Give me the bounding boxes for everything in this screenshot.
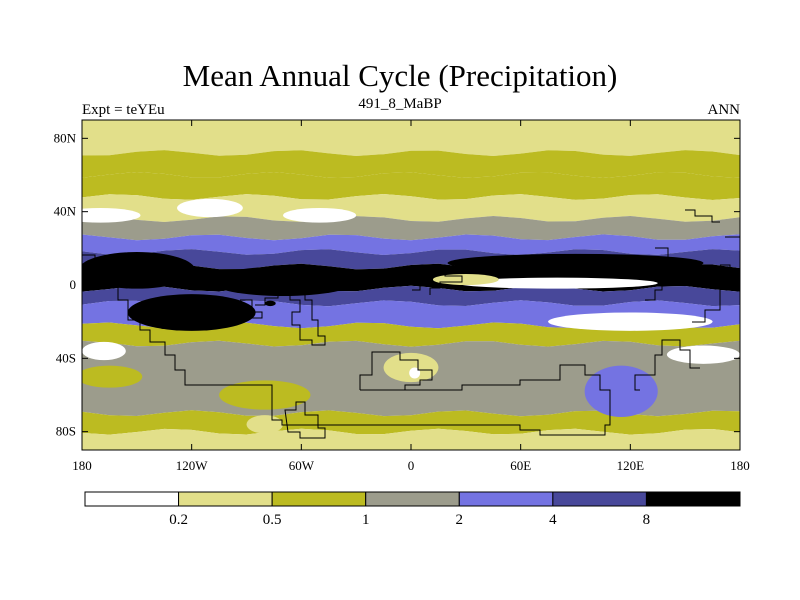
experiment-label: Expt = teYEu	[82, 102, 165, 118]
lon-tick-label: 180	[730, 458, 750, 473]
colorbar-label: 4	[549, 512, 557, 528]
lon-tick-label: 60E	[510, 458, 531, 473]
precip-band	[82, 410, 740, 435]
colorbar-label: 8	[643, 512, 651, 528]
lon-tick-label: 180	[72, 458, 92, 473]
precip-patch	[82, 208, 141, 223]
precip-patch	[177, 198, 243, 218]
colorbar: 0.2 0.5 1 2 4 8	[84, 491, 741, 528]
colorbar-box	[271, 491, 367, 507]
colorbar-box	[178, 491, 273, 507]
precip-patch	[283, 208, 357, 223]
lon-tick-label: 60W	[289, 458, 315, 473]
precip-patch	[383, 352, 439, 383]
precip-patch	[409, 367, 421, 379]
colorbar-box	[458, 491, 554, 507]
precip-patch	[209, 266, 357, 297]
period-label: 491_8_MaBP	[358, 96, 442, 112]
precip-patch	[666, 345, 740, 364]
precip-patch	[584, 365, 658, 418]
colorbar-label: 1	[362, 512, 370, 528]
precip-band	[82, 216, 740, 241]
lon-tick-label: 120W	[176, 458, 209, 473]
precip-band	[82, 194, 740, 222]
lon-tick-label: 120E	[617, 458, 645, 473]
lat-tick-label: 40S	[56, 350, 76, 365]
precip-patch	[219, 380, 311, 410]
colorbar-label: 0.5	[263, 512, 282, 528]
precip-patch	[432, 274, 499, 285]
lat-tick-label: 80S	[56, 424, 76, 439]
coastline-north-africa	[412, 269, 463, 295]
precip-band	[82, 120, 740, 156]
precip-patch	[246, 415, 284, 434]
precip-patch	[264, 300, 276, 307]
precip-patch	[447, 253, 704, 273]
coastline-americas	[82, 254, 611, 436]
precip-band	[82, 428, 740, 450]
precip-patch	[82, 341, 126, 361]
lat-tick-label: 40N	[54, 204, 77, 219]
precip-patch	[82, 252, 196, 289]
season-label: ANN	[707, 102, 741, 118]
precip-band	[82, 172, 740, 200]
colorbar-label: 2	[456, 512, 464, 528]
coastline-africa	[359, 351, 433, 390]
coastline-asia	[634, 209, 740, 391]
lat-tick-label: 80N	[54, 130, 77, 145]
colorbar-label: 0.2	[169, 512, 188, 528]
plot-title: Mean Annual Cycle (Precipitation)	[182, 58, 618, 93]
lat-tick-label: 0	[70, 277, 77, 292]
coastlines	[82, 209, 740, 439]
precip-band	[82, 234, 740, 255]
coastline-south-america	[255, 282, 326, 346]
precip-patch	[548, 312, 713, 331]
precip-patch	[456, 277, 658, 289]
precipitation-field	[82, 120, 740, 450]
colorbar-box	[365, 491, 460, 507]
coastline-antarctica-islands	[240, 299, 326, 439]
lon-tick-label: 0	[408, 458, 415, 473]
colorbar-box	[552, 491, 647, 507]
precip-patch	[82, 365, 143, 388]
colorbar-box	[645, 491, 741, 507]
precip-band	[82, 150, 740, 178]
colorbar-box	[84, 491, 180, 507]
precip-patch	[127, 294, 256, 331]
axis-ticks: 180 120W 60W 0 60E 120E 180 80N 40N 0 40S 80S	[54, 120, 750, 473]
